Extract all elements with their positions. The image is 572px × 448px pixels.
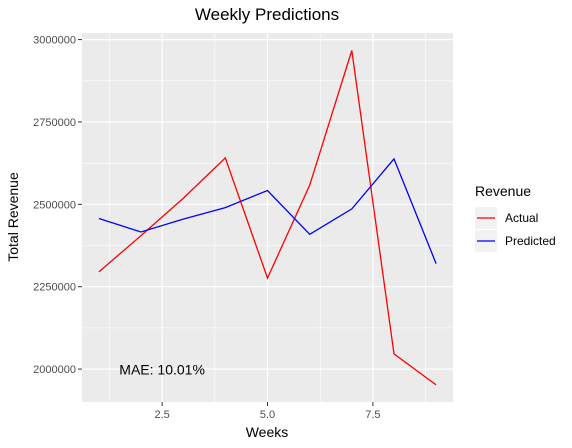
major-gridlines — [82, 33, 453, 402]
series-line-predicted — [98, 157, 437, 264]
series-lines — [98, 50, 437, 386]
legend-label-actual: Actual — [505, 211, 538, 225]
series-line-actual — [98, 50, 437, 386]
mae-annotation: MAE: 10.01% — [119, 362, 205, 378]
y-tick-label: 2750000 — [33, 117, 76, 129]
x-tick-label: 7.5 — [365, 409, 380, 421]
legend: Revenue Actual Predicted — [475, 183, 556, 252]
x-axis-title: Weeks — [246, 424, 289, 440]
legend-label-predicted: Predicted — [505, 234, 556, 248]
y-axis: 2000000 2250000 2500000 2750000 3000000 — [33, 35, 82, 376]
y-tick-label: 2250000 — [33, 282, 76, 294]
y-tick-label: 3000000 — [33, 35, 76, 47]
y-axis-title: Total Revenue — [5, 172, 21, 262]
x-axis: 2.5 5.0 7.5 — [154, 402, 381, 421]
y-tick-label: 2000000 — [33, 364, 76, 376]
legend-title: Revenue — [475, 183, 531, 199]
y-tick-label: 2500000 — [33, 199, 76, 211]
x-tick-label: 2.5 — [154, 409, 169, 421]
chart-title: Weekly Predictions — [195, 5, 339, 24]
x-tick-label: 5.0 — [260, 409, 275, 421]
